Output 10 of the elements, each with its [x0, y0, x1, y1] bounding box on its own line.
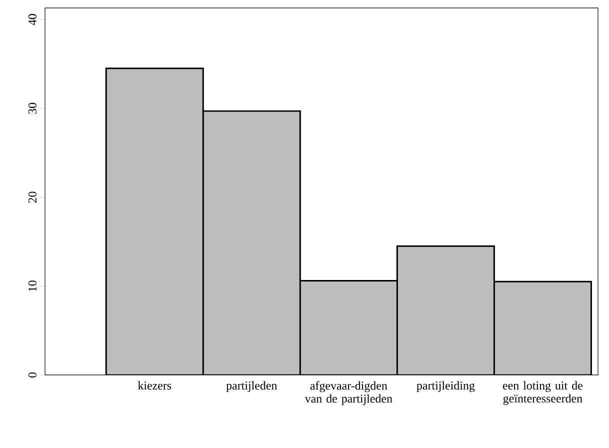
y-tick-label: 10 [28, 280, 36, 292]
y-tick-label: 30 [28, 102, 36, 114]
x-tick-label: partijleden [226, 381, 278, 392]
y-tick-label: 40 [28, 14, 36, 26]
x-tick-label: afgevaar-digden van de partijleden [304, 381, 392, 406]
x-tick-label: kiezers [138, 381, 172, 390]
y-tick-label: 20 [28, 192, 36, 203]
x-tick-label: een loting uit de geïnteresseerden [503, 381, 582, 406]
x-tick-label: partijleiding [416, 381, 475, 392]
y-tick-label: 0 [28, 372, 36, 378]
